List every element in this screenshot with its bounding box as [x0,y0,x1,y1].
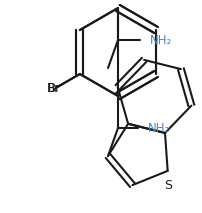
Text: Br: Br [47,82,60,95]
Text: NH₂: NH₂ [148,121,170,134]
Text: NH₂: NH₂ [150,33,172,46]
Text: Br: Br [48,82,61,95]
Text: S: S [164,179,172,192]
